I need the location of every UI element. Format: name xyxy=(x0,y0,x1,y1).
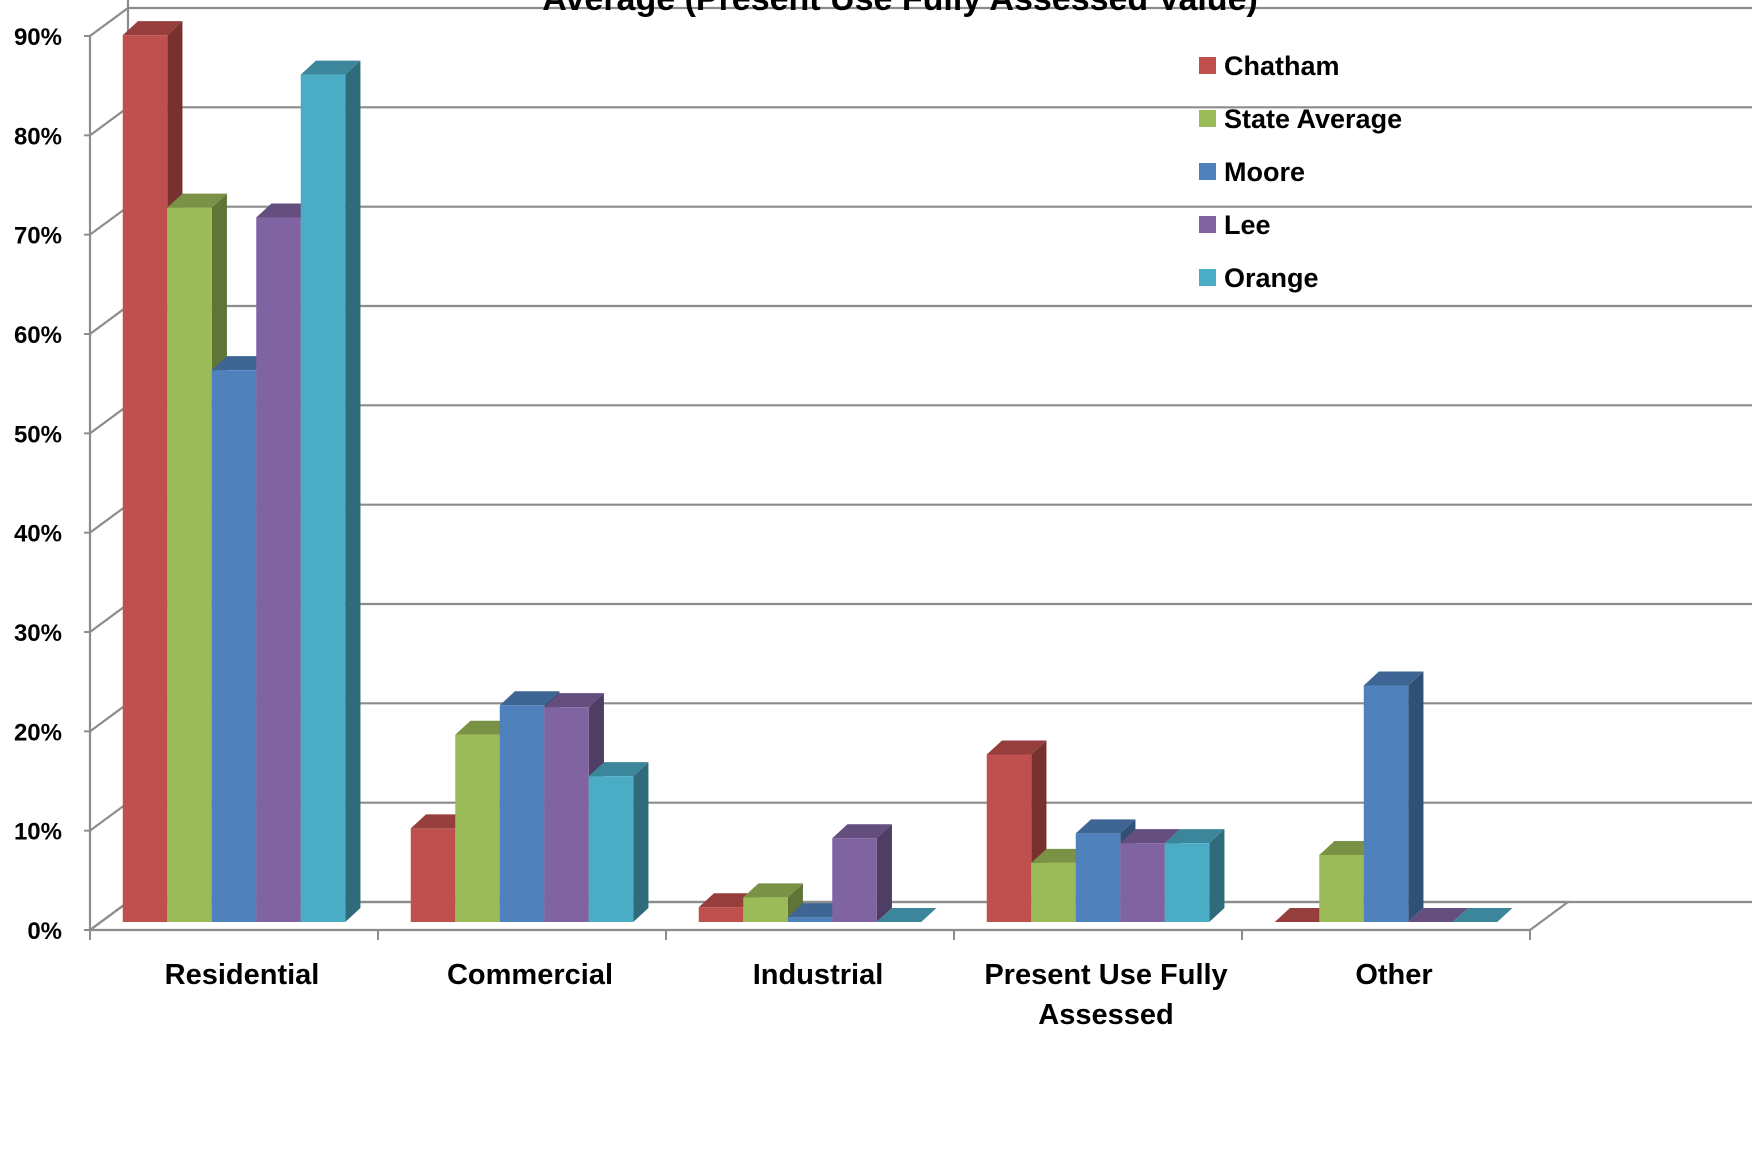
y-tick-label: 60% xyxy=(14,322,62,349)
chart-title: Average (Present Use Fully Assessed Valu… xyxy=(542,0,1258,18)
bar xyxy=(588,762,649,922)
y-tick-label: 20% xyxy=(14,719,62,746)
bars xyxy=(122,21,1513,923)
bar xyxy=(300,60,361,923)
legend: Chatham State Average Moore Lee Orange xyxy=(1199,51,1402,293)
y-tick-label: 0% xyxy=(27,918,62,945)
bar xyxy=(743,883,803,922)
y-tick-label: 30% xyxy=(14,620,62,647)
x-tick-label: Present Use Fully Assessed xyxy=(984,959,1227,1031)
bar xyxy=(876,908,937,922)
legend-item: Chatham xyxy=(1199,51,1340,81)
y-tick-label: 70% xyxy=(14,223,62,250)
x-tick-label: Industrial xyxy=(753,959,884,991)
svg-text:Orange: Orange xyxy=(1224,263,1319,293)
svg-text:Moore: Moore xyxy=(1224,157,1305,187)
y-tick-label: 40% xyxy=(14,521,62,548)
y-tick-labels: 0% 10% 20% 30% 40% 50% 60% 70% 80% 90% xyxy=(14,24,62,945)
svg-text:State Average: State Average xyxy=(1224,104,1402,134)
legend-item: State Average xyxy=(1199,104,1402,134)
legend-item: Moore xyxy=(1199,157,1305,187)
bar xyxy=(1363,671,1424,922)
legend-item: Lee xyxy=(1199,210,1271,240)
svg-text:Chatham: Chatham xyxy=(1224,51,1340,81)
y-tick-label: 50% xyxy=(14,421,62,448)
bar xyxy=(1164,829,1225,922)
x-tick-label: Commercial xyxy=(447,959,613,991)
bar xyxy=(1452,908,1513,922)
bar xyxy=(832,824,892,922)
y-tick-label: 10% xyxy=(14,819,62,846)
svg-text:Lee: Lee xyxy=(1224,210,1271,240)
y-tick-label: 90% xyxy=(14,24,62,51)
bar xyxy=(1408,908,1468,922)
x-tick-label: Residential xyxy=(165,959,320,991)
chart-floor xyxy=(86,900,1572,932)
y-tick-label: 80% xyxy=(14,123,62,150)
legend-item: Orange xyxy=(1199,263,1319,293)
x-tick-labels: Residential Commercial Industrial Present U… xyxy=(165,959,1433,1031)
x-tick-label: Other xyxy=(1355,959,1432,991)
